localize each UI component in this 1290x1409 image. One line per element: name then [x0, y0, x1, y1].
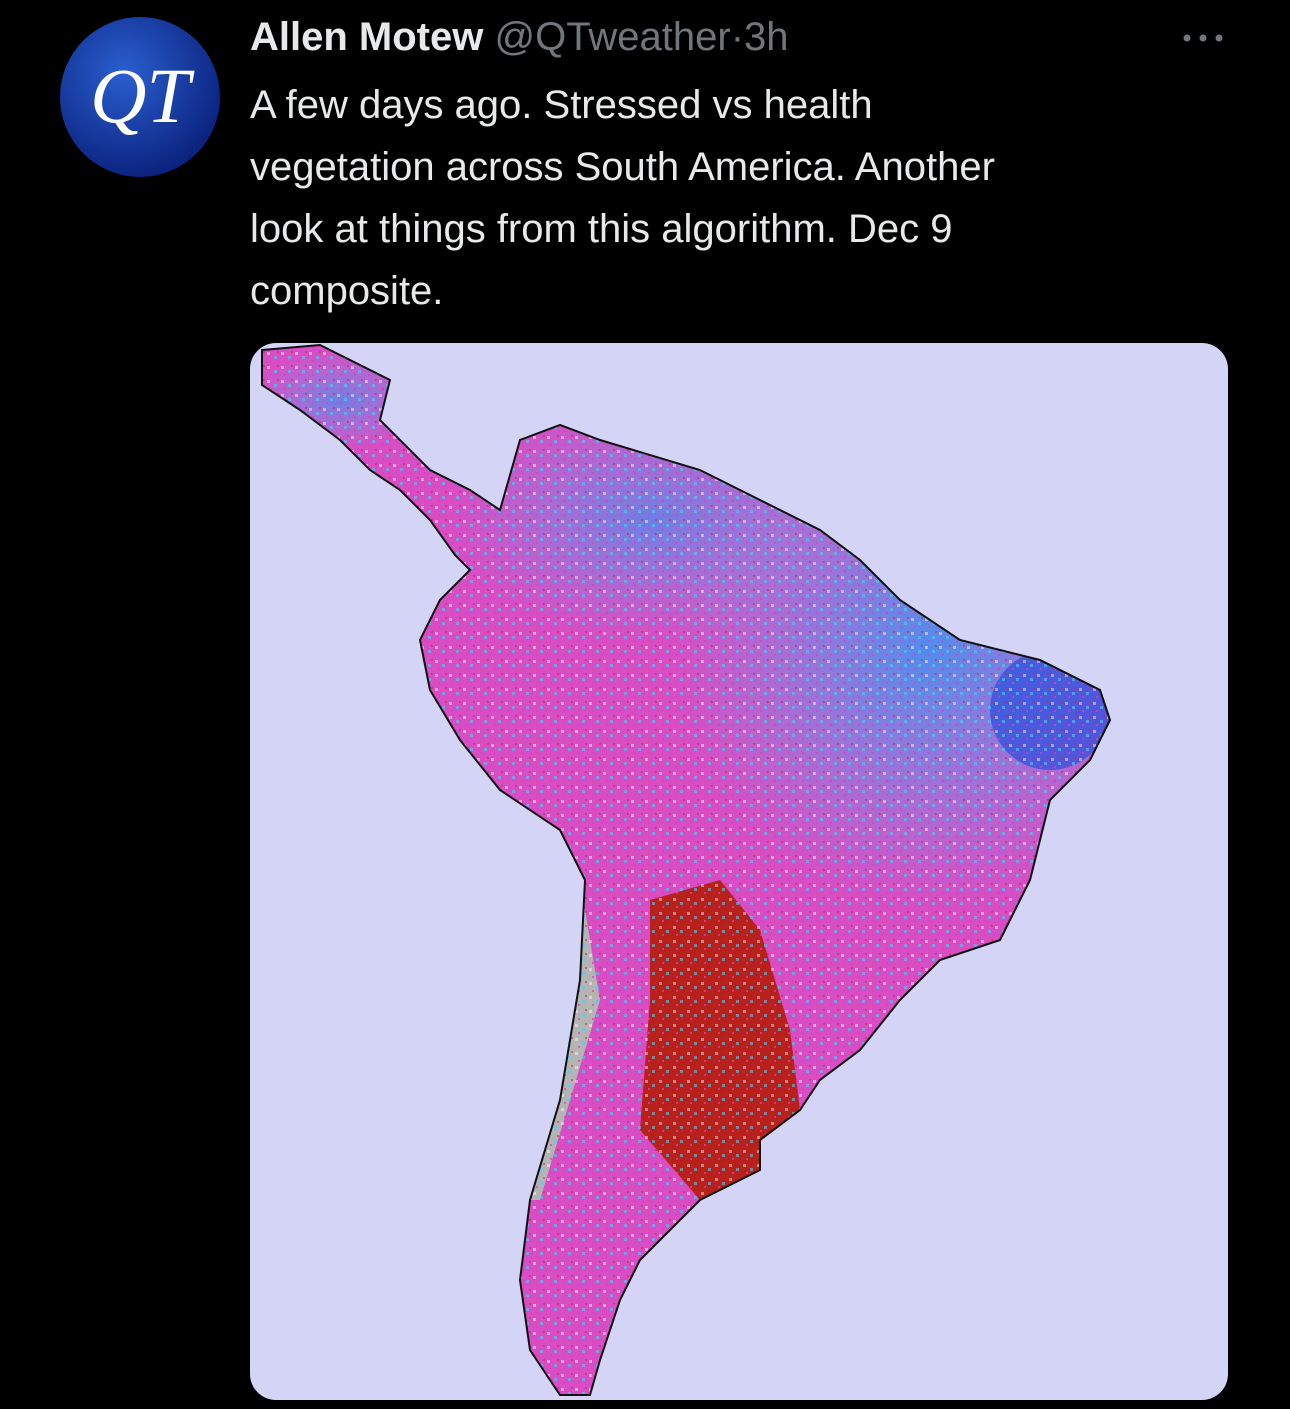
separator: ·	[730, 15, 745, 59]
text-line: vegetation across South America. Another	[250, 145, 995, 189]
text-line: A few days ago. Stressed vs health	[250, 83, 873, 127]
more-menu[interactable]	[1183, 34, 1223, 42]
avatar-logo: QT	[90, 52, 194, 139]
author-name[interactable]: Allen Motew	[250, 15, 484, 59]
tweet-text: A few days ago. Stressed vs health vegeta…	[250, 74, 995, 322]
avatar[interactable]	[60, 17, 220, 177]
author-handle[interactable]: @QTweather	[494, 15, 731, 59]
text-line: composite.	[250, 269, 444, 313]
tweet-header: Allen Motew @QTweather·3h	[250, 12, 789, 62]
media-image[interactable]	[250, 343, 1228, 1400]
text-line: look at things from this algorithm. Dec …	[250, 207, 953, 251]
timestamp[interactable]: 3h	[744, 15, 789, 59]
